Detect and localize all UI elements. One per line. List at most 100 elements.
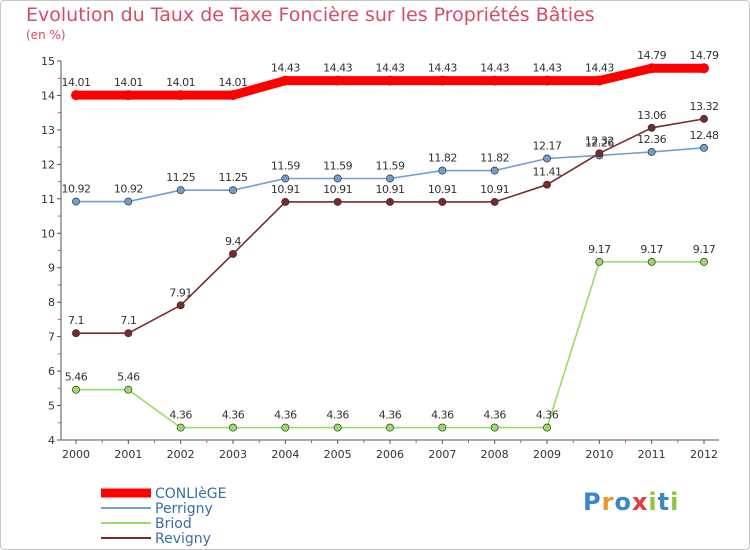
data-point	[490, 166, 499, 175]
data-label: 4.36	[169, 409, 192, 422]
data-label: 11.59	[323, 159, 352, 172]
chart-title: Evolution du Taux de Taxe Foncière sur l…	[26, 4, 595, 26]
data-label: 9.17	[588, 243, 611, 256]
data-label: 13.06	[637, 109, 666, 122]
data-point	[647, 148, 656, 156]
legend-label: Perrigny	[155, 501, 213, 517]
data-label: 14.43	[533, 62, 562, 75]
data-label: 12.36	[637, 133, 666, 146]
legend-label: Revigny	[155, 531, 211, 547]
data-label: 9.17	[640, 243, 663, 256]
data-point	[281, 197, 290, 206]
data-point	[229, 249, 237, 258]
data-point	[333, 174, 342, 183]
y-tick-label: 6	[48, 365, 55, 378]
data-label: 14.43	[480, 62, 509, 75]
data-point	[386, 174, 394, 183]
logo-letter: x	[631, 488, 649, 516]
x-tick-label: 2003	[219, 448, 247, 461]
data-label: 14.43	[585, 62, 614, 75]
y-tick-label: 7	[48, 331, 55, 344]
data-point	[72, 197, 80, 206]
y-tick-label: 5	[48, 400, 55, 413]
data-label: 11.82	[480, 152, 509, 165]
data-label: 4.36	[483, 409, 506, 422]
data-label: 11.82	[428, 152, 457, 165]
logo-letter: t	[657, 488, 671, 516]
data-point	[437, 75, 448, 86]
data-point	[71, 90, 81, 101]
data-label: 14.01	[62, 76, 91, 89]
y-tick-label: 8	[48, 296, 55, 309]
logo-letter: i	[670, 488, 680, 516]
data-label: 5.46	[117, 371, 140, 384]
data-point	[489, 75, 500, 86]
x-tick-label: 2005	[324, 448, 352, 461]
data-point	[281, 423, 290, 432]
data-point	[438, 197, 447, 206]
data-label: 14.01	[166, 76, 195, 89]
data-label: 10.92	[114, 183, 143, 196]
data-point	[700, 257, 708, 266]
data-label: 13.32	[690, 100, 719, 113]
data-point	[542, 75, 552, 86]
data-label: 11.41	[533, 166, 562, 179]
data-label: 4.36	[536, 409, 559, 422]
data-point	[646, 63, 657, 74]
data-label: 11.25	[219, 171, 248, 184]
data-point	[700, 143, 708, 152]
data-label: 12.48	[690, 129, 719, 142]
data-point	[229, 423, 237, 432]
data-label: 4.36	[274, 409, 297, 422]
y-tick-label: 12	[41, 158, 55, 171]
data-point	[543, 423, 551, 432]
logo-letter: o	[614, 488, 632, 516]
data-point	[543, 180, 551, 189]
data-label: 9.4	[225, 235, 241, 248]
data-point	[595, 149, 604, 158]
series-line-revigny	[75, 118, 705, 334]
x-tick-label: 2001	[114, 448, 142, 461]
data-label: 11.59	[271, 159, 300, 172]
data-point	[176, 423, 185, 432]
data-label: 14.01	[114, 76, 143, 89]
y-tick-label: 14	[41, 89, 55, 102]
data-point	[124, 197, 133, 206]
y-tick-label: 4	[48, 434, 55, 447]
data-label: 10.92	[62, 183, 91, 196]
data-label: 7.91	[169, 286, 192, 299]
data-point	[699, 63, 709, 74]
data-point	[700, 114, 708, 123]
data-point	[490, 423, 499, 432]
chart-subtitle: (en %)	[26, 28, 66, 42]
y-tick-label: 15	[41, 55, 55, 68]
data-point	[175, 90, 186, 101]
data-point	[385, 75, 395, 86]
data-label: 14.79	[690, 49, 719, 62]
legend-label: CONLIèGE	[155, 486, 227, 502]
data-label: 11.25	[166, 171, 195, 184]
x-tick-label: 2012	[690, 448, 718, 461]
x-tick-label: 2009	[533, 448, 561, 461]
legend-label: Briod	[155, 516, 192, 532]
data-label: 10.91	[376, 183, 405, 196]
data-point	[228, 90, 238, 101]
data-label: 12.26	[585, 136, 614, 149]
x-tick-label: 2000	[62, 448, 90, 461]
data-point	[595, 257, 604, 266]
data-label: 12.32	[585, 134, 614, 147]
data-label: 10.91	[323, 183, 352, 196]
y-tick-label: 13	[41, 124, 55, 137]
data-point	[229, 186, 237, 195]
data-point	[333, 423, 342, 432]
x-tick-label: 2008	[481, 448, 509, 461]
data-point	[124, 385, 133, 394]
data-point	[176, 301, 185, 310]
data-label: 11.59	[376, 159, 405, 172]
data-label: 10.91	[480, 183, 509, 196]
data-label: 14.01	[219, 76, 248, 89]
logo-letter: P	[583, 488, 602, 516]
x-tick-label: 2002	[167, 448, 195, 461]
data-label: 14.79	[637, 49, 666, 62]
